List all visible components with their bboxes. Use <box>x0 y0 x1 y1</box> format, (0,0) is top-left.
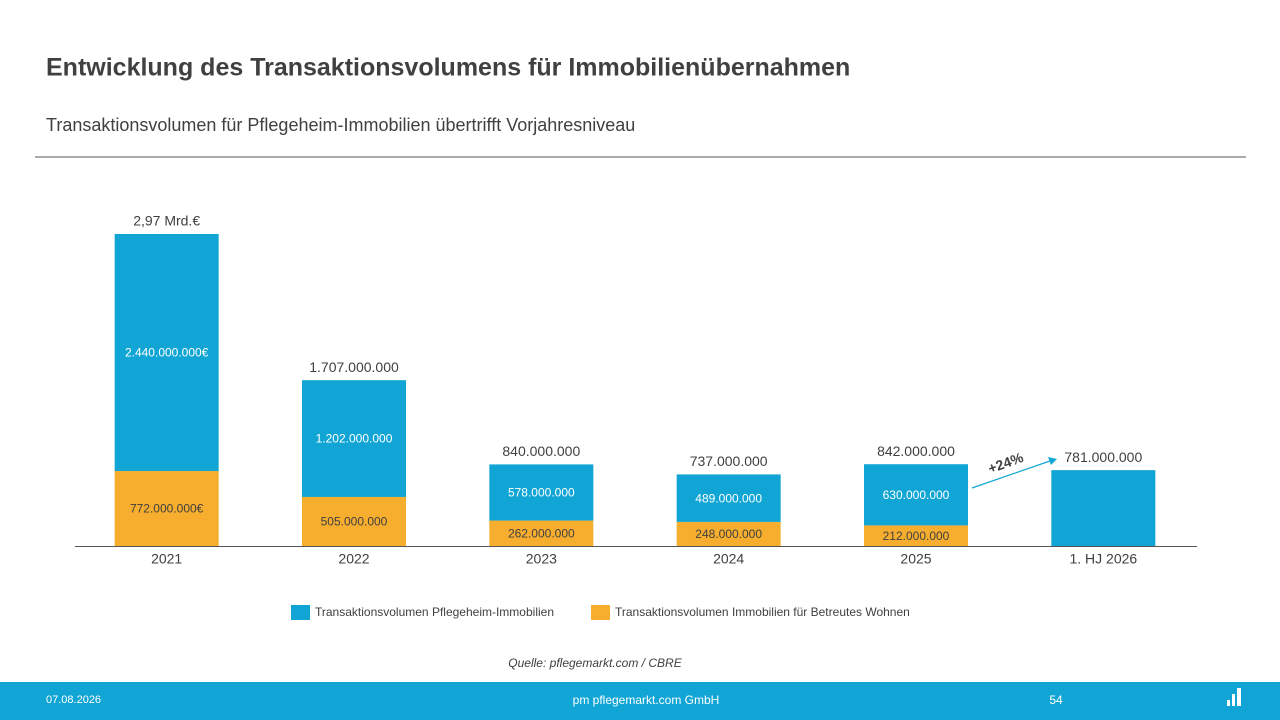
value-label: 489.000.000 <box>695 491 762 505</box>
value-label: 578.000.000 <box>508 486 575 500</box>
x-tick-label: 2024 <box>713 551 744 567</box>
title: Entwicklung des Transaktionsvolumens für… <box>46 54 850 82</box>
footer-date: 07.08.2026 <box>46 694 101 706</box>
value-label: 2.440.000.000€ <box>125 346 209 360</box>
legend-label: Transaktionsvolumen Immobilien für Betre… <box>615 605 910 619</box>
x-tick-label: 1. HJ 2026 <box>1069 551 1137 567</box>
legend-label: Transaktionsvolumen Pflegeheim-Immobilie… <box>315 605 554 619</box>
subtitle: Transaktionsvolumen für Pflegeheim-Immob… <box>46 115 635 135</box>
value-label: 262.000.000 <box>508 526 575 540</box>
arrow <box>971 460 1051 489</box>
bar-segment <box>864 464 968 526</box>
legend-swatch <box>291 605 310 620</box>
x-tick-label: 2023 <box>526 551 557 567</box>
value-label: 248.000.000 <box>695 527 762 541</box>
total-label: 842.000.000 <box>877 443 955 459</box>
bar-segment <box>676 521 781 546</box>
total-label: 737.000.000 <box>690 453 768 469</box>
total-label: 2,97 Mrd.€ <box>133 213 200 229</box>
bar-segment <box>489 464 594 521</box>
chart: 2021 772.000.000€ 2.440.000.000€ 2,97 Mrd.€… <box>114 213 1156 567</box>
annotation: +24% <box>971 449 1057 489</box>
x-tick-label: 2022 <box>338 551 369 567</box>
value-label: 505.000.000 <box>321 515 388 529</box>
footer-band <box>0 682 1280 720</box>
bar-segment <box>114 234 219 472</box>
total-label: 1.707.000.000 <box>309 359 399 375</box>
bar-segment <box>114 471 219 546</box>
bar-segment <box>302 496 406 546</box>
total-label: 781.000.000 <box>1064 449 1142 465</box>
x-tick-label: 2021 <box>151 551 182 567</box>
total-label: 840.000.000 <box>502 443 580 459</box>
value-label: 772.000.000€ <box>130 502 204 516</box>
footer-page: 54 <box>1049 693 1063 707</box>
arrow-head <box>1048 457 1057 465</box>
bar-segment <box>1051 470 1156 546</box>
value-label: 1.202.000.000 <box>316 432 393 446</box>
footer-company: pm pflegemarkt.com GmbH <box>573 693 720 707</box>
bar-segment <box>676 474 781 522</box>
bar-segment <box>489 520 594 546</box>
x-tick-label: 2025 <box>900 551 931 567</box>
bar-segment <box>302 380 406 497</box>
bar-segment <box>864 525 968 546</box>
annotation-text: +24% <box>986 449 1026 477</box>
legend-swatch <box>591 605 610 620</box>
logo <box>1227 688 1241 706</box>
value-label: 212.000.000 <box>883 529 950 543</box>
source: Quelle: pflegemarkt.com / CBRE <box>508 656 682 670</box>
value-label: 630.000.000 <box>883 488 950 502</box>
